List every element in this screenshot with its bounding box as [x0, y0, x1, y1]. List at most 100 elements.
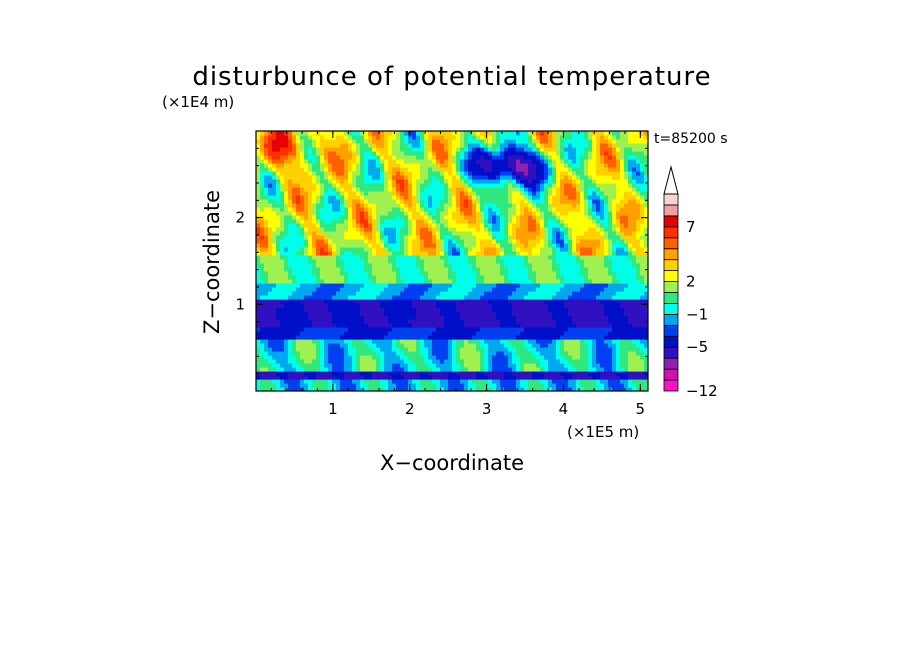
field-cell — [280, 191, 285, 196]
field-cell — [448, 207, 453, 212]
field-cell — [444, 363, 449, 368]
field-cell — [532, 191, 537, 196]
field-cell — [320, 295, 325, 300]
field-cell — [560, 255, 565, 260]
field-cell — [404, 223, 409, 228]
field-cell — [420, 339, 425, 344]
field-cell — [408, 135, 413, 140]
field-cell — [356, 351, 361, 356]
field-cell — [476, 227, 481, 232]
field-cell — [416, 307, 421, 312]
field-cell — [376, 147, 381, 152]
field-cell — [436, 243, 441, 248]
field-cell — [428, 379, 433, 384]
field-cell — [400, 279, 405, 284]
field-cell — [292, 275, 297, 280]
field-cell — [260, 239, 265, 244]
field-cell — [420, 371, 425, 376]
field-cell — [480, 143, 485, 148]
field-cell — [416, 347, 421, 352]
field-cell — [544, 227, 549, 232]
field-cell — [308, 299, 313, 304]
field-cell — [396, 195, 401, 200]
field-cell — [460, 143, 465, 148]
field-cell — [468, 247, 473, 252]
field-cell — [284, 235, 289, 240]
field-cell — [448, 151, 453, 156]
field-cell — [392, 283, 397, 288]
field-cell — [460, 351, 465, 356]
field-cell — [376, 363, 381, 368]
field-cell — [540, 235, 545, 240]
field-cell — [396, 287, 401, 292]
field-cell — [288, 235, 293, 240]
field-cell — [256, 275, 261, 280]
field-cell — [424, 275, 429, 280]
field-cell — [540, 175, 545, 180]
field-cell — [464, 187, 469, 192]
field-cell — [384, 387, 389, 391]
field-cell — [556, 311, 561, 316]
field-cell — [396, 247, 401, 252]
field-cell — [360, 375, 365, 380]
field-cell — [488, 175, 493, 180]
field-cell — [348, 179, 353, 184]
field-cell — [260, 283, 265, 288]
field-cell — [336, 291, 341, 296]
field-cell — [416, 151, 421, 156]
field-cell — [272, 331, 277, 336]
field-cell — [364, 275, 369, 280]
field-cell — [328, 363, 333, 368]
field-cell — [508, 131, 513, 136]
field-cell — [424, 163, 429, 168]
field-cell — [468, 167, 473, 172]
field-cell — [484, 299, 489, 304]
field-cell — [524, 147, 529, 152]
field-cell — [460, 247, 465, 252]
field-cell — [476, 323, 481, 328]
field-cell — [396, 347, 401, 352]
field-cell — [392, 263, 397, 268]
field-cell — [388, 179, 393, 184]
field-cell — [488, 363, 493, 368]
field-cell — [428, 187, 433, 192]
field-cell — [264, 195, 269, 200]
field-cell — [372, 355, 377, 360]
field-cell — [508, 251, 513, 256]
field-cell — [436, 287, 441, 292]
field-cell — [464, 339, 469, 344]
field-cell — [452, 291, 457, 296]
field-cell — [468, 199, 473, 204]
field-cell — [432, 131, 437, 136]
field-cell — [424, 183, 429, 188]
field-cell — [460, 183, 465, 188]
field-cell — [420, 175, 425, 180]
field-cell — [288, 199, 293, 204]
field-cell — [392, 355, 397, 360]
field-cell — [428, 311, 433, 316]
field-cell — [272, 299, 277, 304]
field-cell — [488, 211, 493, 216]
field-cell — [364, 319, 369, 324]
field-cell — [288, 207, 293, 212]
field-cell — [552, 187, 557, 192]
field-cell — [520, 211, 525, 216]
field-cell — [352, 255, 357, 260]
field-cell — [304, 339, 309, 344]
field-cell — [480, 195, 485, 200]
field-cell — [368, 319, 373, 324]
field-cell — [472, 299, 477, 304]
field-cell — [452, 295, 457, 300]
field-cell — [284, 379, 289, 384]
field-cell — [472, 167, 477, 172]
field-cell — [272, 327, 277, 332]
field-cell — [364, 171, 369, 176]
field-cell — [444, 251, 449, 256]
field-cell — [356, 291, 361, 296]
field-cell — [328, 263, 333, 268]
field-cell — [360, 283, 365, 288]
field-cell — [528, 259, 533, 264]
field-cell — [532, 163, 537, 168]
field-cell — [340, 163, 345, 168]
field-cell — [472, 211, 477, 216]
